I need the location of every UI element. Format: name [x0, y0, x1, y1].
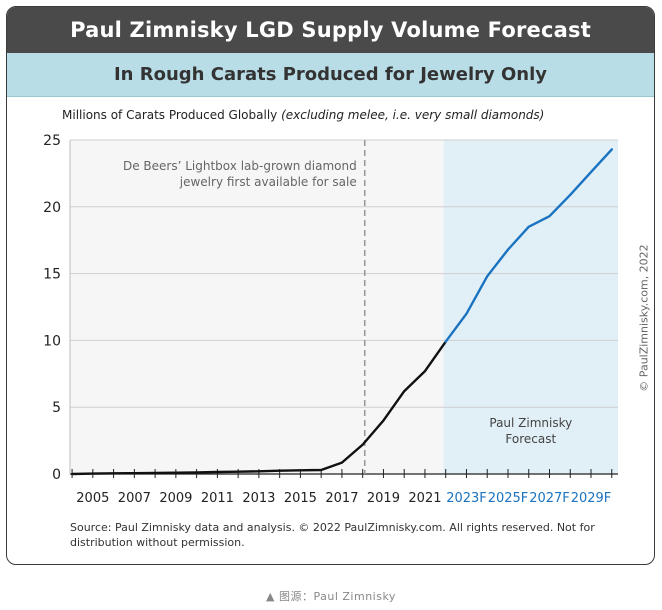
x-tick-label: 2009: [159, 491, 192, 506]
forecast-series-line: [444, 148, 613, 343]
y-axis-label-note: (excluding melee, i.e. very small diamon…: [281, 108, 545, 122]
annotation-label: De Beers’ Lightbox lab-grown diamond: [123, 159, 357, 173]
x-tick-label: 2007: [118, 491, 151, 506]
annotation-label: jewelry first available for sale: [179, 175, 357, 189]
x-tick-label: 2023F: [446, 491, 487, 506]
chart-subtitle: In Rough Carats Produced for Jewelry Onl…: [7, 53, 654, 97]
y-tick-label: 5: [52, 400, 61, 416]
y-axis-label: Millions of Carats Produced Globally (ex…: [62, 108, 544, 122]
y-tick-label: 10: [43, 333, 61, 349]
y-tick-label: 0: [52, 467, 61, 483]
image-caption: ▲ 图源：Paul Zimnisky: [266, 590, 396, 603]
y-tick-label: 25: [43, 133, 61, 149]
source-note: Source: Paul Zimnisky data and analysis.…: [70, 521, 595, 549]
x-tick-label: 2005: [76, 491, 109, 506]
copyright-note: © PaulZimnisky.com, 2022: [637, 244, 651, 392]
x-tick-label: 2013: [242, 491, 275, 506]
y-axis-label-main: Millions of Carats Produced Globally: [62, 108, 278, 122]
forecast-region: [443, 140, 618, 474]
x-tick-label: 2029F: [571, 491, 612, 506]
x-tick-label: 2027F: [529, 491, 570, 506]
x-tick-label: 2011: [201, 491, 234, 506]
historical-series-line: [70, 340, 447, 476]
y-tick-label: 20: [43, 200, 61, 216]
x-tick-label: 2015: [284, 491, 317, 506]
x-tick-label: 2019: [367, 491, 400, 506]
x-tick-label: 2025F: [488, 491, 529, 506]
chart-title: Paul Zimnisky LGD Supply Volume Forecast: [7, 7, 654, 53]
forecast-label: Forecast: [505, 432, 556, 446]
y-tick-label: 15: [43, 267, 61, 283]
forecast-label: Paul Zimnisky: [489, 416, 572, 430]
x-tick-label: 2021: [408, 491, 441, 506]
x-tick-label: 2017: [325, 491, 358, 506]
